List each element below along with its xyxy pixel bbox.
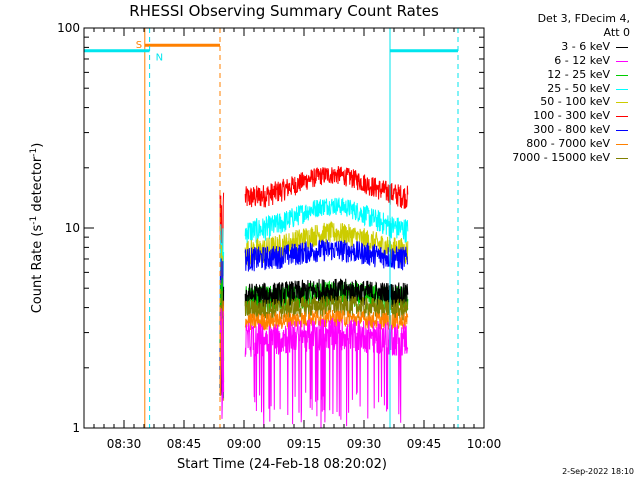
x-tick-label: 08:30 xyxy=(107,437,142,451)
legend-label: 3 - 6 keV xyxy=(561,39,610,53)
series-pre-spike xyxy=(219,308,225,419)
x-tick-label: 09:15 xyxy=(287,437,322,451)
legend: Det 3, FDecim 4, Att 0 3 - 6 keV 6 - 12 k… xyxy=(512,12,630,165)
legend-entry: 300 - 800 keV xyxy=(512,123,630,137)
legend-label: 25 - 50 keV xyxy=(547,81,610,95)
marker-label: N xyxy=(156,53,163,64)
y-axis-label-mid: detector xyxy=(30,156,45,216)
x-tick-label: 08:45 xyxy=(167,437,202,451)
x-axis-label: Start Time (24-Feb-18 08:20:02) xyxy=(177,457,387,472)
marker-label: S xyxy=(136,40,142,51)
legend-label: 12 - 25 keV xyxy=(547,67,610,81)
axis-layer: 08:30 08:45 09:00 09:15 09:30 09:45 10:00 1 10 10… xyxy=(57,21,501,451)
legend-swatch xyxy=(616,116,628,118)
x-tick-label: 10:00 xyxy=(467,437,502,451)
x-tick-label: 09:00 xyxy=(227,437,262,451)
legend-swatch xyxy=(616,60,628,62)
legend-swatch xyxy=(616,74,628,76)
legend-label: 300 - 800 keV xyxy=(533,123,610,137)
data-layer xyxy=(219,166,409,428)
y-axis-label-end: ) xyxy=(30,143,45,148)
legend-entry: 7000 - 15000 keV xyxy=(512,151,630,165)
saa-marker: S xyxy=(136,28,221,428)
series-path xyxy=(244,238,409,272)
legend-header-line2: Att 0 xyxy=(603,25,630,39)
legend-label: 7000 - 15000 keV xyxy=(512,151,610,165)
series-path xyxy=(244,309,409,331)
legend-swatch xyxy=(616,88,628,90)
y-axis-label-start: Count Rate (s xyxy=(30,225,45,314)
legend-entry: 50 - 100 keV xyxy=(512,95,630,109)
legend-header-line1: Det 3, FDecim 4, xyxy=(537,12,630,25)
legend-label: 100 - 300 keV xyxy=(533,109,610,123)
chart-title: RHESSI Observing Summary Count Rates xyxy=(129,2,439,20)
legend-label: 6 - 12 keV xyxy=(554,53,610,67)
marker-layer: SN xyxy=(84,28,459,428)
night-marker: N xyxy=(84,28,163,428)
legend-swatch xyxy=(616,130,628,132)
legend-entry: 100 - 300 keV xyxy=(512,109,630,123)
series-path xyxy=(244,166,409,209)
legend-swatch xyxy=(616,102,628,104)
series-path xyxy=(244,317,409,428)
legend-rows: 3 - 6 keV 6 - 12 keV 12 - 25 keV 25 - 50 ke… xyxy=(512,40,630,165)
y-tick-label: 100 xyxy=(57,21,80,35)
y-tick-label: 1 xyxy=(72,421,80,435)
legend-swatch xyxy=(616,144,628,146)
series-path xyxy=(244,197,409,244)
legend-entry: 6 - 12 keV xyxy=(512,54,630,68)
series-curve xyxy=(219,308,409,428)
y-axis-label-sup1: -1 xyxy=(29,216,39,225)
y-tick-label: 10 xyxy=(65,221,80,235)
night-marker xyxy=(389,28,459,428)
legend-entry: 12 - 25 keV xyxy=(512,68,630,82)
y-axis-label-sup2: -1 xyxy=(29,148,39,157)
y-axis-label: Count Rate (s-1 detector-1) xyxy=(29,143,45,314)
x-tick-label: 09:30 xyxy=(347,437,382,451)
legend-label: 50 - 100 keV xyxy=(540,95,610,109)
legend-label: 800 - 7000 keV xyxy=(526,137,610,151)
legend-entry: 800 - 7000 keV xyxy=(512,137,630,151)
legend-entry: 3 - 6 keV xyxy=(512,40,630,54)
series-path xyxy=(244,294,409,321)
generation-timestamp: 2-Sep-2022 18:10 xyxy=(562,467,634,476)
legend-swatch xyxy=(616,46,628,48)
legend-swatch xyxy=(616,158,628,160)
legend-entry: 25 - 50 keV xyxy=(512,82,630,96)
x-tick-label: 09:45 xyxy=(407,437,442,451)
